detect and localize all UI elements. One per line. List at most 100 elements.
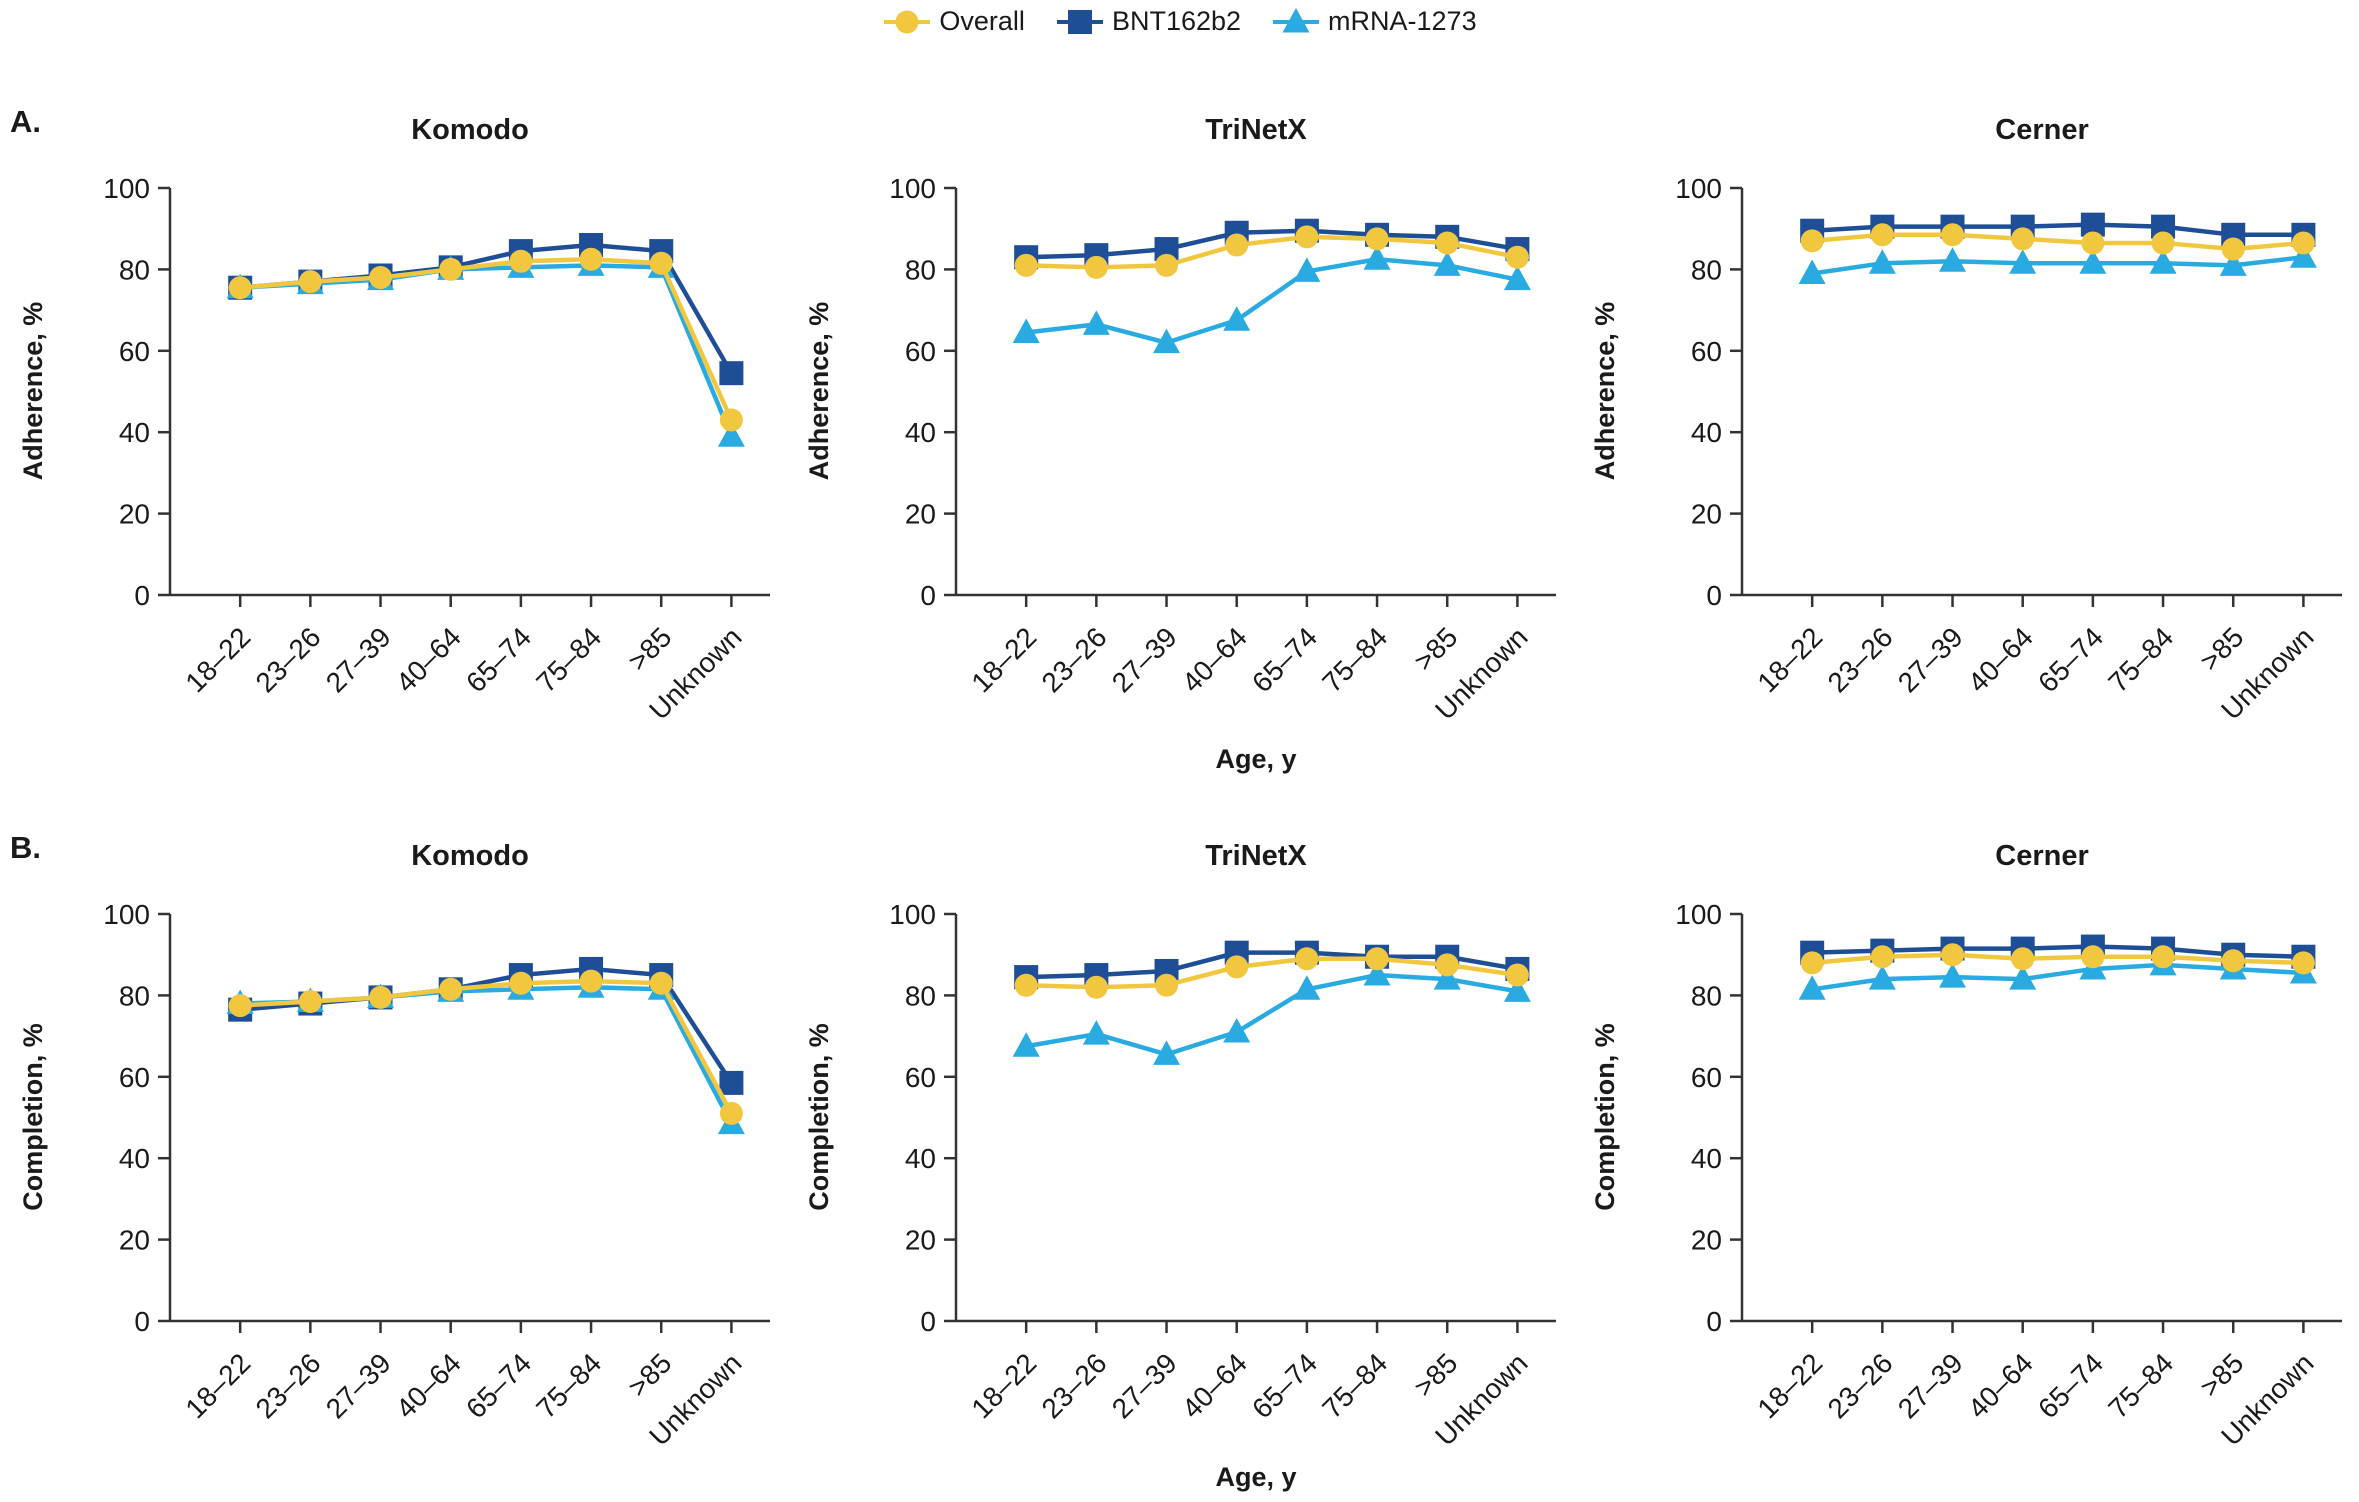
x-tick-label: >85 <box>2194 621 2250 677</box>
legend: Overall BNT162b2 mRNA-1273 <box>0 6 2359 37</box>
series-overall-marker <box>1084 975 1108 999</box>
chart-completion-komodo: Komodo Completion, % 0 20 40 60 80 100 18–2223… <box>18 840 770 1452</box>
series-mrna1273-marker <box>1082 310 1110 335</box>
series-overall-marker <box>509 249 533 273</box>
series-mrna1273-marker <box>1433 965 1461 990</box>
series-overall-line <box>240 978 734 1115</box>
chart-title: Komodo <box>411 840 529 872</box>
chart-completion-cerner: Cerner Completion, % 0 20 40 60 80 100 18–2223… <box>1590 840 2342 1452</box>
y-tick-label: 60 <box>1691 1062 1722 1093</box>
x-tick-label: >85 <box>622 621 678 677</box>
series-overall-marker <box>649 971 673 995</box>
series-overall-line <box>239 256 734 421</box>
x-axis-title-adherence: Age, y <box>1215 744 1297 774</box>
series-overall-marker <box>2081 231 2105 255</box>
chart-title: TriNetX <box>1205 840 1307 872</box>
series-overall-marker <box>1014 253 1038 277</box>
series-mrna1273-marker <box>2079 249 2107 274</box>
series-mrna1273-marker <box>1293 257 1321 282</box>
x-tick-label: 65–74 <box>1246 1347 1323 1424</box>
y-tick-label: 100 <box>103 899 150 930</box>
chart-adherence-cerner: Cerner Adherence, % 0 20 40 60 80 100 18–2223–… <box>1590 114 2342 726</box>
x-tick-label: 40–64 <box>1176 621 1253 698</box>
y-tick-label: 100 <box>889 899 936 930</box>
y-tick-label: 100 <box>1675 173 1722 204</box>
y-tick-label: 100 <box>1675 899 1722 930</box>
y-tick-label: 20 <box>119 499 150 530</box>
series-overall-marker <box>2081 945 2105 969</box>
series-mrna1273-marker <box>1363 245 1391 270</box>
legend-label-overall: Overall <box>939 6 1025 36</box>
y-tick-label: 80 <box>1691 980 1722 1011</box>
series-overall-marker <box>1155 253 1179 277</box>
series-overall-marker <box>1505 963 1529 987</box>
y-tick-label: 40 <box>119 417 150 448</box>
series-mrna1273-marker <box>1012 318 1040 343</box>
x-tick-label: 23–26 <box>250 1347 327 1424</box>
x-tick-label: 27–39 <box>1106 1347 1183 1424</box>
y-tick-label: 80 <box>1691 254 1722 285</box>
x-tick-label: >85 <box>2194 1347 2250 1403</box>
series-mrna1273-marker <box>1868 965 1896 990</box>
series-overall-marker <box>719 1101 743 1125</box>
series-mrna1273-marker <box>2219 251 2247 276</box>
series-overall-marker <box>1800 229 1824 253</box>
x-tick-label: 27–39 <box>1106 621 1183 698</box>
x-tick-label: 65–74 <box>2032 1347 2109 1424</box>
series-overall-marker <box>719 408 743 432</box>
series-overall-marker <box>2151 945 2175 969</box>
series-overall-marker <box>1435 953 1459 977</box>
series-mrna1273-marker <box>1293 975 1321 1000</box>
series-mrna1273-marker <box>1939 247 1967 272</box>
x-tick-label: 65–74 <box>2032 621 2109 698</box>
legend-label-mrna1273: mRNA-1273 <box>1328 6 1477 36</box>
series-overall-line <box>1026 234 1518 270</box>
legend-item-overall: Overall <box>882 6 1025 37</box>
x-tick-label: 75–84 <box>530 621 607 698</box>
x-tick-label: 18–22 <box>965 1347 1042 1424</box>
x-tick-label: 23–26 <box>1822 621 1899 698</box>
series-overall-marker <box>2221 949 2245 973</box>
series-mrna1273-marker <box>1503 977 1531 1002</box>
legend-item-bnt162b2: BNT162b2 <box>1055 6 1241 37</box>
series-mrna1273-marker <box>2009 965 2037 990</box>
y-tick-label: 60 <box>905 336 936 367</box>
series-mrna1273-marker <box>2009 249 2037 274</box>
series-overall-marker <box>1941 943 1965 967</box>
x-tick-label: >85 <box>1408 1347 1464 1403</box>
series-mrna1273-marker <box>2149 249 2177 274</box>
adherence-row: Komodo Adherence, % 0 20 40 60 80 100 18–22 23–… <box>0 103 2358 763</box>
y-axis-title: Completion, % <box>18 1023 48 1211</box>
series-overall-marker <box>579 969 603 993</box>
x-tick-label: 23–26 <box>1822 1347 1899 1424</box>
series-overall-marker <box>298 990 322 1014</box>
plot-area: 0 20 40 60 80 100 18–2223–2627–3940–6465–7475–… <box>1675 173 2342 726</box>
y-tick-label: 20 <box>1691 499 1722 530</box>
completion-row: Komodo Completion, % 0 20 40 60 80 100 18–22 23… <box>0 829 2358 1489</box>
chart-adherence-trinetx: TriNetX Adherence, % 0 20 40 60 80 100 18–2223… <box>804 114 1556 726</box>
plot-area: 0 20 40 60 80 100 18–2223–2627–3940–6465–7475–… <box>889 173 1556 726</box>
x-tick-label: 40–64 <box>390 1347 467 1424</box>
series-overall-marker <box>1225 955 1249 979</box>
y-tick-label: 60 <box>1691 336 1722 367</box>
series-overall-marker <box>2291 231 2315 255</box>
legend-square-marker <box>1067 9 1092 34</box>
y-tick-label: 40 <box>1691 1143 1722 1174</box>
series-mrna1273-line <box>1811 254 2304 276</box>
panel-a-label: A. <box>10 104 41 139</box>
x-tick-label: 27–39 <box>320 621 397 698</box>
series-overall-marker <box>1155 973 1179 997</box>
series-mrna1273-line <box>1811 962 2304 992</box>
x-tick-label: 27–39 <box>320 1347 397 1424</box>
series-overall-marker <box>1505 245 1529 269</box>
plot-area: 0 20 40 60 80 100 18–2223–2627–3940–6465–7475–… <box>103 173 770 726</box>
series-mrna1273-marker <box>1798 975 1826 1000</box>
series-mrna1273-marker <box>717 422 745 447</box>
x-tick-label: 23–26 <box>250 621 327 698</box>
series-overall-line <box>1811 952 2304 966</box>
series-overall-marker <box>1295 947 1319 971</box>
x-axis-title-completion: Age, y <box>1215 1462 1297 1492</box>
y-tick-label: 60 <box>119 1062 150 1093</box>
series-overall-marker <box>228 276 252 300</box>
series-bnt162b2-marker <box>719 1070 744 1095</box>
